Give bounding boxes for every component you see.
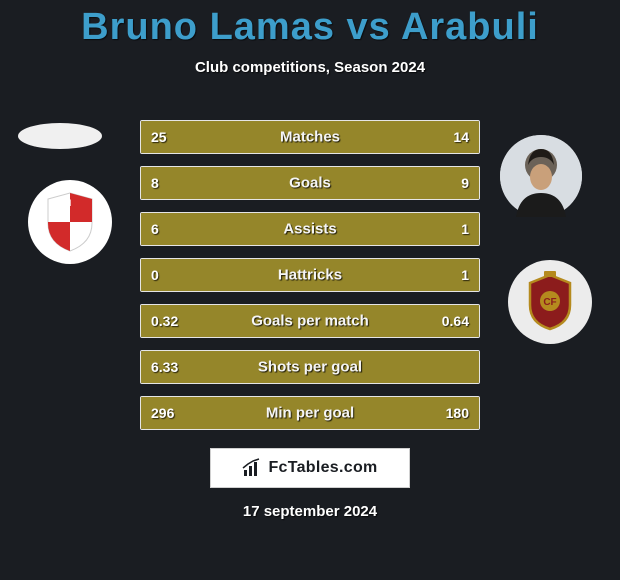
player-right-avatar (500, 135, 582, 217)
branding-box: FcTables.com (210, 448, 410, 488)
svg-text:CF: CF (543, 297, 556, 308)
stat-row: 89Goals (140, 166, 480, 200)
stat-metric-label: Goals (141, 175, 479, 192)
stat-row: 01Hattricks (140, 258, 480, 292)
stat-metric-label: Shots per goal (141, 359, 479, 376)
stat-row: 0.320.64Goals per match (140, 304, 480, 338)
stat-row: 2514Matches (140, 120, 480, 154)
svg-text:I: I (69, 198, 72, 208)
stat-row: 61Assists (140, 212, 480, 246)
player-left-avatar (18, 123, 102, 149)
shield-icon: I (44, 191, 96, 253)
stat-metric-label: Assists (141, 221, 479, 238)
avatar-icon (500, 135, 582, 217)
player-left-club-crest: I (28, 180, 112, 264)
generation-date: 17 september 2024 (0, 503, 620, 520)
chart-icon (242, 458, 262, 478)
season-subtitle: Club competitions, Season 2024 (0, 59, 620, 76)
stat-metric-label: Hattricks (141, 267, 479, 284)
stats-comparison: 2514Matches 89Goals 61Assists 01Hattricks 0.… (140, 120, 480, 442)
branding-text: FcTables.com (268, 459, 377, 477)
stat-row: 6.33Shots per goal (140, 350, 480, 384)
stat-row: 296180Min per goal (140, 396, 480, 430)
crest-icon: CF (524, 271, 576, 333)
stat-metric-label: Matches (141, 129, 479, 146)
stat-metric-label: Goals per match (141, 313, 479, 330)
page-title: Bruno Lamas vs Arabuli (0, 0, 620, 49)
player-right-club-crest: CF (508, 260, 592, 344)
stat-metric-label: Min per goal (141, 405, 479, 422)
